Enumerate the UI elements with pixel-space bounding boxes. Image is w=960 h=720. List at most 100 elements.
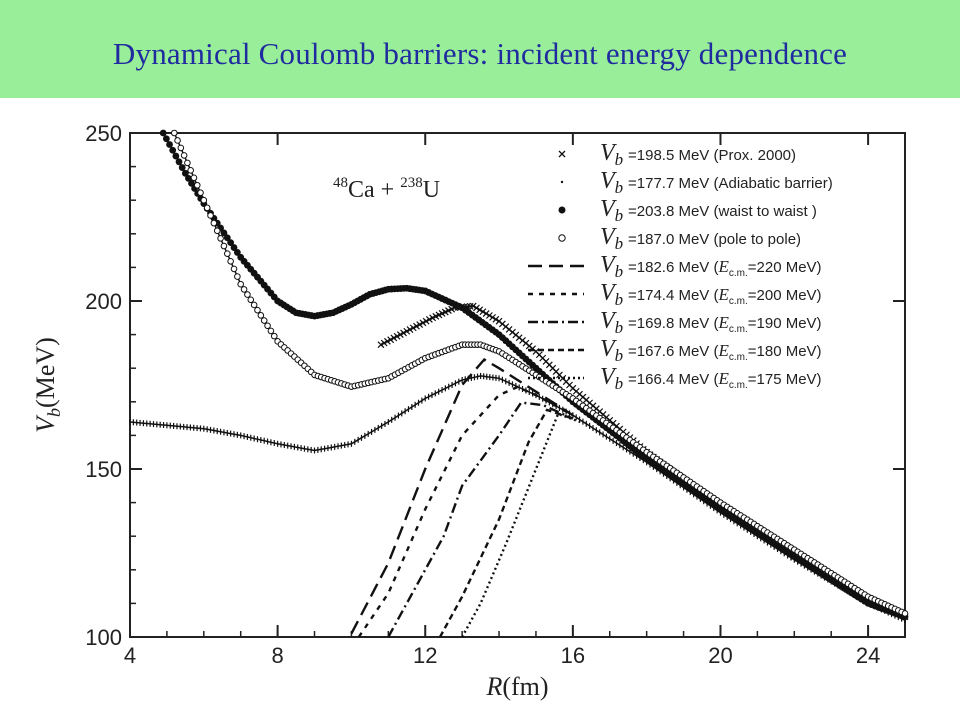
series-2 (129, 372, 906, 624)
y-axis-label: Vb(MeV) (31, 337, 64, 433)
reaction-annotation: 48Ca + 238U (333, 175, 440, 203)
legend-label: =166.4 MeV (Ec.m.=175 MeV) (628, 369, 822, 391)
series-line (129, 375, 906, 621)
legend-item-1: Vb =198.5 MeV (Prox. 2000) (558, 140, 796, 169)
legend-item-4: Vb =187.0 MeV (pole to pole) (558, 224, 801, 253)
y-tick-label: 150 (85, 457, 122, 482)
data-point (419, 319, 427, 327)
data-point (377, 341, 385, 349)
data-point (188, 180, 195, 187)
data-point (390, 334, 398, 342)
data-point (207, 212, 214, 219)
data-point (178, 164, 186, 171)
series-6 (357, 385, 574, 638)
data-point (175, 158, 183, 166)
title-banner (0, 0, 960, 98)
data-point (425, 316, 433, 323)
data-point (223, 234, 231, 242)
data-point (234, 273, 241, 280)
data-point (217, 235, 224, 242)
data-point (387, 336, 395, 344)
legend-symbol: Vb (600, 364, 623, 393)
legend-item-3: Vb =203.8 MeV (waist to waist ) (558, 196, 817, 225)
legend: Vb =198.5 MeV (Prox. 2000) Vb =177.7 MeV (A… (528, 140, 833, 393)
data-point (479, 308, 487, 316)
data-point (159, 129, 167, 137)
series-line (461, 412, 581, 638)
legend-symbol: Vb (600, 196, 623, 225)
plot-frame (129, 132, 906, 638)
x-axis-label: R(fm) (485, 672, 548, 701)
y-tick-label: 200 (85, 289, 122, 314)
series-7 (387, 401, 574, 638)
data-point (200, 196, 208, 204)
series-line (438, 408, 574, 638)
data-point (383, 337, 391, 345)
legend-swatch (558, 234, 566, 242)
data-point (270, 332, 278, 340)
x-tick-label: 24 (856, 643, 880, 668)
legend-label: =203.8 MeV (waist to waist ) (628, 203, 817, 220)
legend-symbol: Vb (600, 280, 623, 309)
data-point (230, 244, 238, 251)
data-point (257, 312, 265, 319)
data-point (197, 189, 204, 197)
data-point (264, 322, 271, 330)
data-point (210, 219, 218, 227)
data-point (181, 169, 189, 177)
reaction-label: 48Ca + 238U (333, 175, 440, 203)
legend-symbol: Vb (600, 252, 623, 281)
legend-label: =174.4 MeV (Ec.m.=200 MeV) (628, 285, 822, 307)
legend-item-5: Vb =182.6 MeV (Ec.m.=220 MeV) (528, 252, 822, 281)
data-point (185, 174, 192, 182)
data-point (166, 141, 173, 148)
data-point (180, 152, 188, 159)
data-point (227, 239, 235, 247)
legend-label: =182.6 MeV (Ec.m.=220 MeV) (628, 257, 822, 279)
series-line (387, 401, 574, 638)
data-point (227, 257, 234, 265)
legend-item-8: Vb =167.6 MeV (Ec.m.=180 MeV) (528, 336, 822, 365)
data-point (406, 326, 414, 333)
data-point (422, 317, 430, 325)
data-point (469, 302, 477, 310)
legend-symbol: Vb (600, 336, 623, 365)
data-point (476, 306, 484, 314)
data-point (162, 135, 170, 143)
data-point (187, 167, 194, 174)
data-point (172, 152, 180, 160)
x-tick-label: 16 (561, 643, 585, 668)
data-point (485, 312, 493, 319)
data-point (380, 339, 388, 347)
legend-swatch (558, 206, 566, 214)
data-point (396, 331, 404, 339)
series-line (350, 357, 574, 635)
series-9 (461, 412, 581, 638)
series-4 (170, 129, 909, 617)
x-tick-label: 20 (708, 643, 732, 668)
data-point (213, 227, 221, 235)
data-point (184, 159, 191, 167)
data-point (193, 181, 201, 189)
series-group (129, 129, 909, 638)
x-tick-label: 4 (124, 643, 136, 668)
data-point (233, 249, 241, 256)
data-point (177, 144, 185, 152)
legend-item-9: Vb =166.4 MeV (Ec.m.=175 MeV) (528, 364, 822, 393)
data-point (254, 306, 261, 314)
series-line (357, 385, 574, 638)
data-point (169, 146, 177, 154)
data-point (170, 129, 178, 137)
x-tick-label: 8 (271, 643, 283, 668)
series-3 (159, 129, 909, 621)
data-point (190, 174, 198, 182)
data-point (901, 610, 909, 617)
data-point (260, 317, 268, 324)
data-point (240, 286, 248, 293)
data-point (489, 313, 497, 321)
data-point (174, 137, 181, 144)
data-point (244, 291, 251, 298)
legend-swatch (560, 180, 564, 184)
series-5 (350, 357, 574, 635)
